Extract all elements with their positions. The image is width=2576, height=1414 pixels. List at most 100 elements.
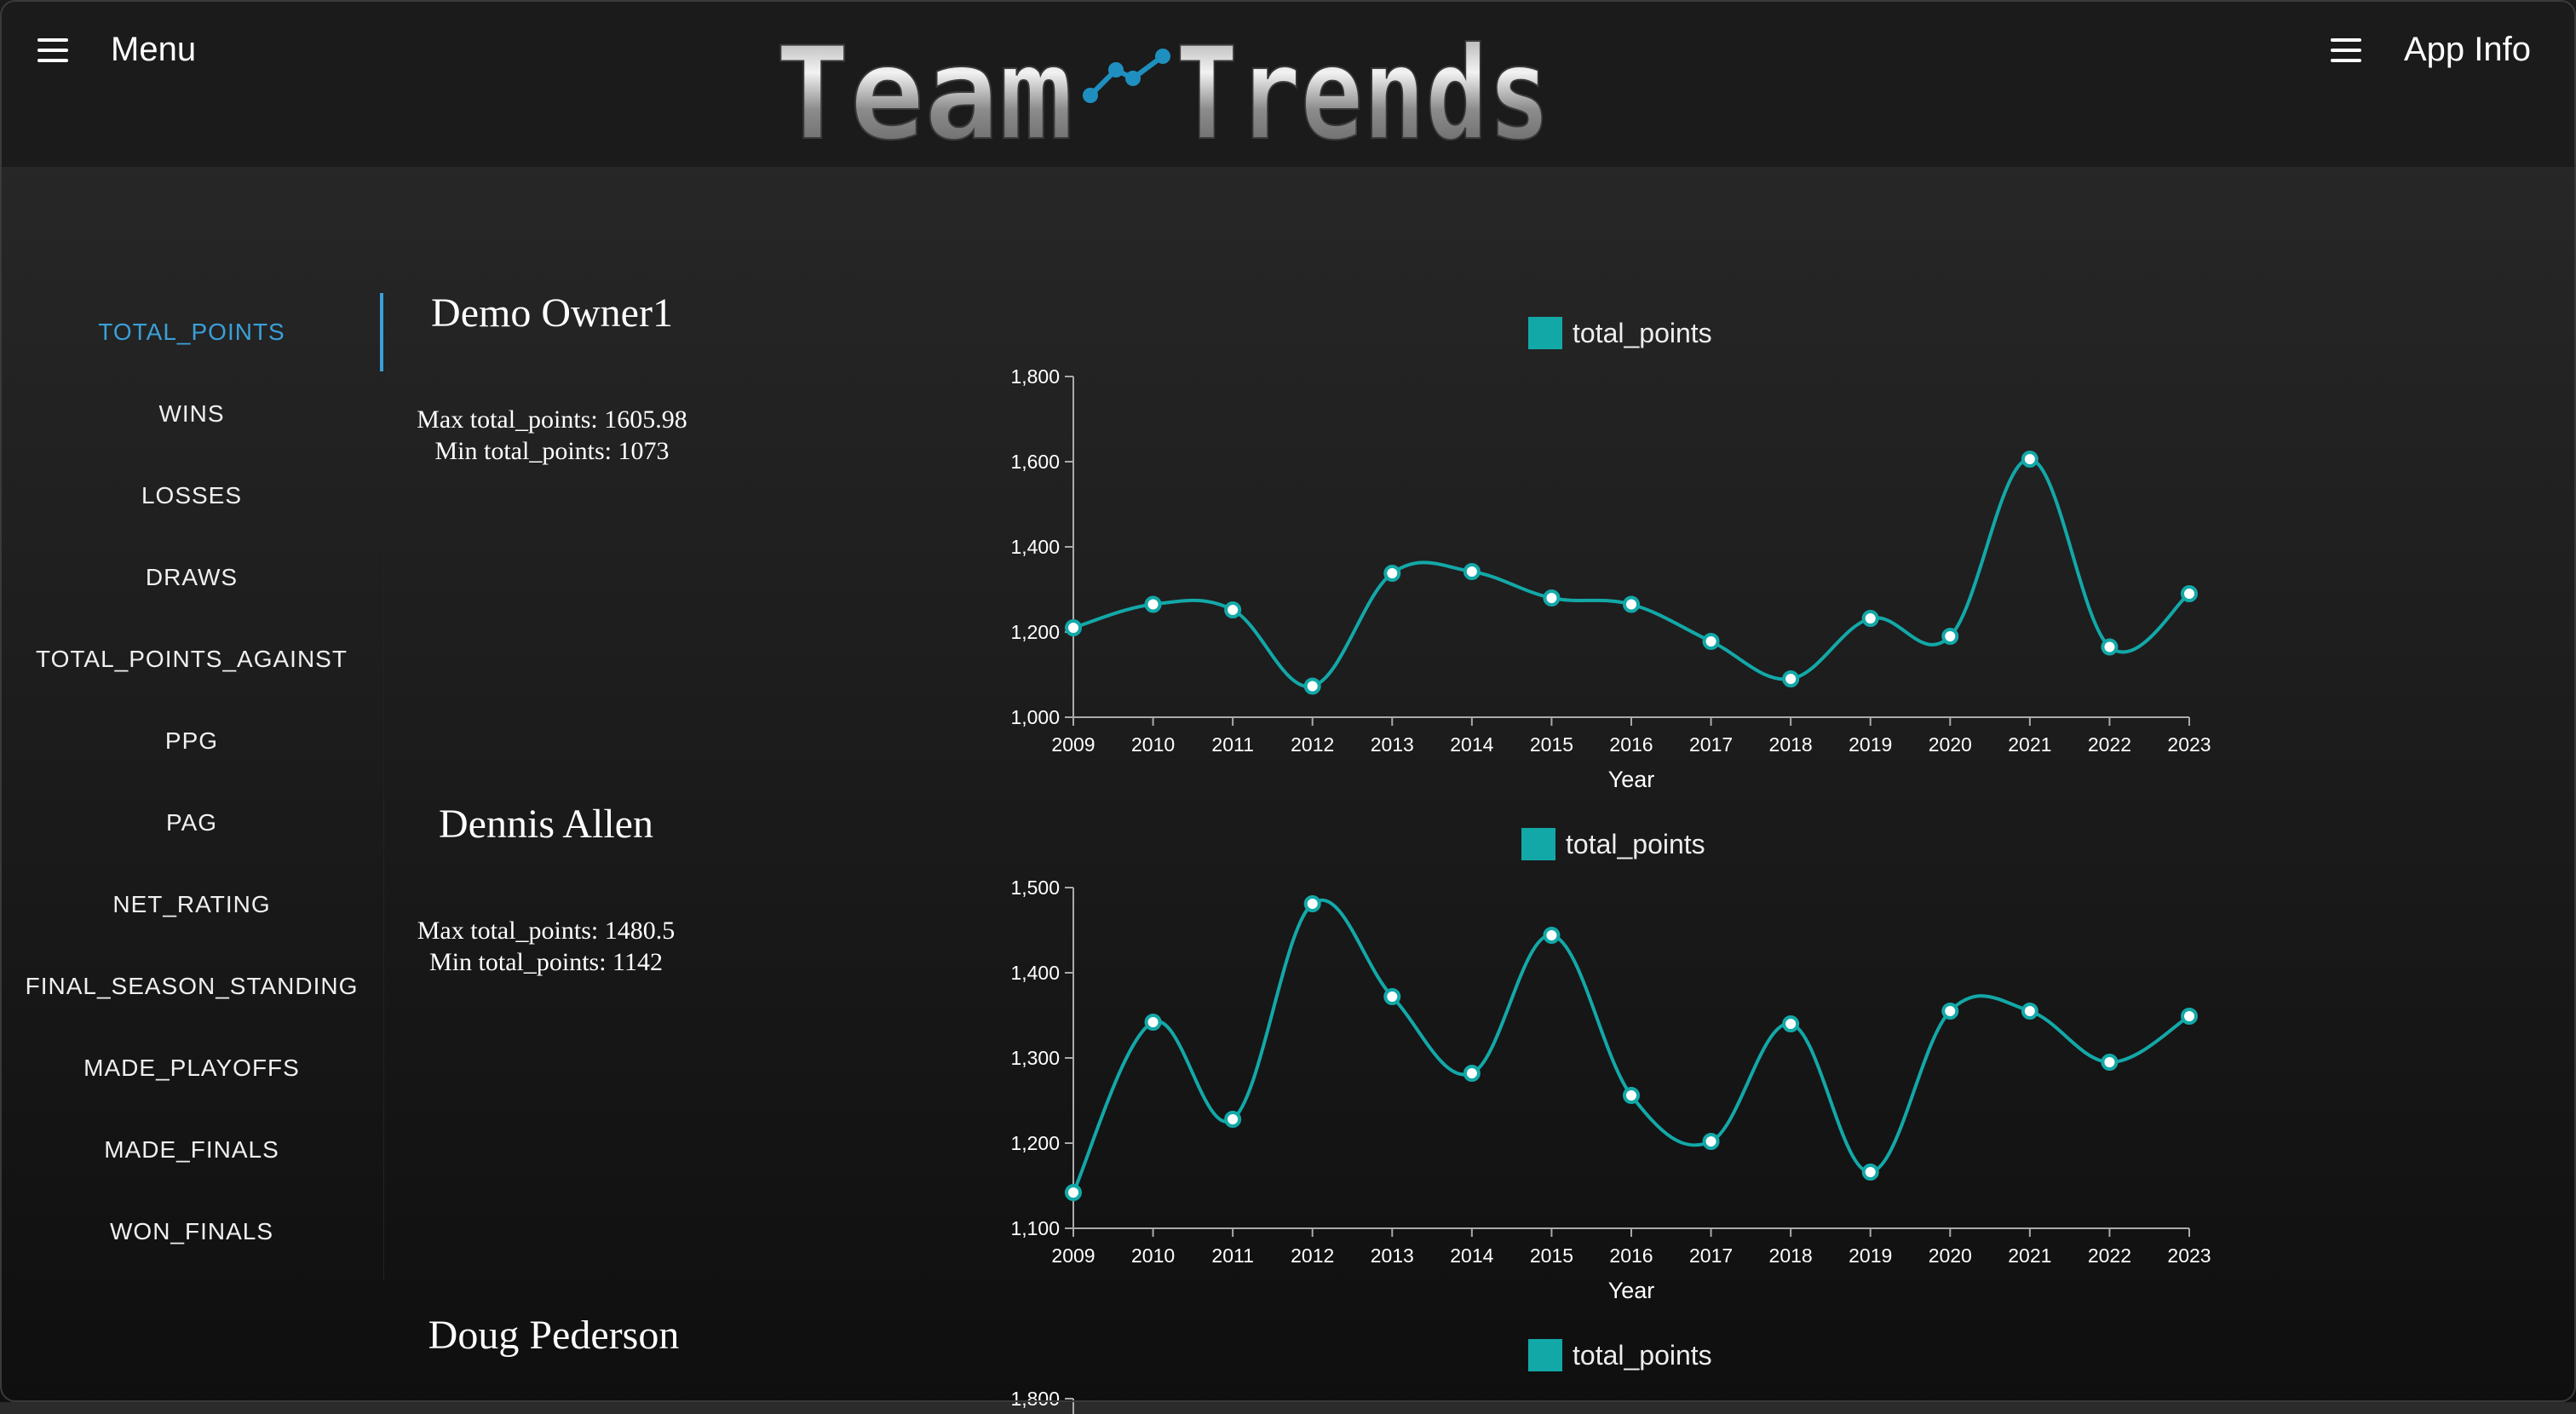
x-tick-label: 2021 [2008,1244,2051,1267]
data-point [1463,1065,1481,1082]
app-info-button[interactable]: App Info [2331,31,2531,69]
data-point [1782,670,1800,687]
y-tick-label: 1,800 [1010,365,1060,388]
owner-stats: Max total_points: 1605.98 Min total_poin… [417,404,687,467]
data-point [1383,988,1401,1005]
y-tick-label: 1,200 [1010,1132,1060,1154]
data-point [1224,601,1242,618]
x-tick-label: 2009 [1051,733,1095,756]
x-tick-label: 2013 [1371,733,1414,756]
sidebar-item-made-playoffs[interactable]: MADE_PLAYOFFS [83,1055,300,1081]
y-tick-label: 1,400 [1010,962,1060,984]
data-point [1623,1087,1640,1104]
x-tick-label: 2020 [1929,733,1972,756]
legend-swatch [1528,1339,1562,1371]
x-tick-label: 2019 [1849,1244,1892,1267]
team-trends-logo: Team Trends [775,26,1551,153]
chart-legend[interactable]: total_points [1521,828,1705,860]
legend-label: total_points [1566,828,1705,859]
owner-name: Demo Owner1 [431,290,673,336]
sidebar-item-made-finals[interactable]: MADE_FINALS [104,1136,279,1163]
hamburger-icon [2331,37,2361,62]
legend-swatch [1528,317,1562,349]
x-tick-label: 2011 [1211,733,1253,756]
x-tick-label: 2023 [2167,733,2211,756]
x-tick-label: 2014 [1450,1244,1493,1267]
line-chart: 1,000 1,200 1,400 1,600 1,800 2009 2010 2011 201… [1010,365,2211,792]
data-point [1224,1111,1242,1128]
sidebar-item-total-points-against[interactable]: TOTAL_POINTS_AGAINST [36,646,348,672]
y-tick-label: 1,800 [1010,1388,1060,1410]
legend-label: total_points [1573,1339,1712,1371]
y-tick-label: 1,200 [1010,621,1060,643]
data-point [1702,633,1720,650]
x-tick-label: 2015 [1530,733,1573,756]
hamburger-icon [37,37,68,62]
sidebar-item-draws[interactable]: DRAWS [145,564,239,590]
data-point [2101,638,2119,656]
chart-legend[interactable]: total_points [1528,317,1712,349]
x-tick-label: 2009 [1051,1244,1095,1267]
x-tick-label: 2012 [1291,1244,1334,1267]
y-tick-label: 1,100 [1010,1217,1060,1239]
metric-sidebar: TOTAL_POINTS WINS LOSSES DRAWS TOTAL_POI… [0,291,383,1273]
data-point [2101,1054,2119,1071]
data-point [1303,677,1321,695]
x-tick-label: 2017 [1689,733,1733,756]
max-stat: Max total_points: 1605.98 [417,405,687,434]
data-point [2021,1003,2038,1020]
sidebar-item-pag[interactable]: PAG [165,809,218,836]
y-tick-label: 1,600 [1010,451,1060,473]
data-point [1383,565,1401,582]
x-tick-label: 2010 [1131,1244,1175,1267]
y-tick-label: 1,500 [1010,877,1060,899]
x-tick-label: 2013 [1371,1244,1414,1267]
series-line [1072,898,2191,1193]
x-tick-label: 2016 [1609,733,1653,756]
sidebar-item-wins[interactable]: WINS [158,400,225,427]
data-point [1623,595,1640,613]
chart-legend[interactable]: total_points [1528,1339,1712,1371]
data-point [1303,895,1321,912]
legend-swatch [1521,828,1555,860]
svg-text:Team: Team [775,26,1073,153]
x-tick-label: 2014 [1450,733,1493,756]
data-point [1463,563,1481,580]
sidebar-item-losses[interactable]: LOSSES [141,482,243,509]
sidebar-item-total-points[interactable]: TOTAL_POINTS [0,291,383,373]
data-point [1144,1014,1162,1031]
trend-line-icon [1083,49,1170,103]
min-stat: Min total_points: 1073 [434,437,670,465]
menu-button[interactable]: Menu [37,31,196,69]
sidebar-item-ppg[interactable]: PPG [164,727,219,754]
sidebar-item-net-rating[interactable]: NET_RATING [112,891,271,917]
x-tick-label: 2016 [1609,1244,1653,1267]
x-tick-label: 2023 [2167,1244,2211,1267]
data-point [1782,1015,1800,1032]
x-tick-label: 2020 [1929,1244,1972,1267]
data-point [1065,619,1082,636]
app-header: Menu Team Trends App Info [0,0,2576,167]
x-tick-label: 2012 [1291,733,1334,756]
y-tick-label: 1,400 [1010,536,1060,558]
x-tick-label: 2015 [1530,1244,1573,1267]
svg-text:Trends: Trends [1176,26,1550,153]
app-info-label: App Info [2404,31,2532,68]
series-line [1072,457,2191,688]
x-axis-label: Year [1608,1278,1655,1303]
data-point [1861,1164,1879,1181]
sidebar-item-won-finals[interactable]: WON_FINALS [109,1218,274,1244]
min-stat: Min total_points: 1142 [429,948,663,976]
x-tick-label: 2022 [2088,733,2131,756]
sidebar-divider [383,291,384,1279]
owner-stats: Max total_points: 1480.5 Min total_point… [417,915,676,978]
x-tick-label: 2018 [1769,1244,1813,1267]
x-tick-label: 2019 [1849,733,1892,756]
x-tick-label: 2017 [1689,1244,1733,1267]
data-point [1941,628,1959,645]
data-point [1543,589,1561,606]
y-tick-label: 1,300 [1010,1047,1060,1069]
data-point [1941,1003,1959,1020]
data-point [2021,451,2038,468]
sidebar-item-final-season-standing[interactable]: FINAL_SEASON_STANDING [25,973,359,999]
